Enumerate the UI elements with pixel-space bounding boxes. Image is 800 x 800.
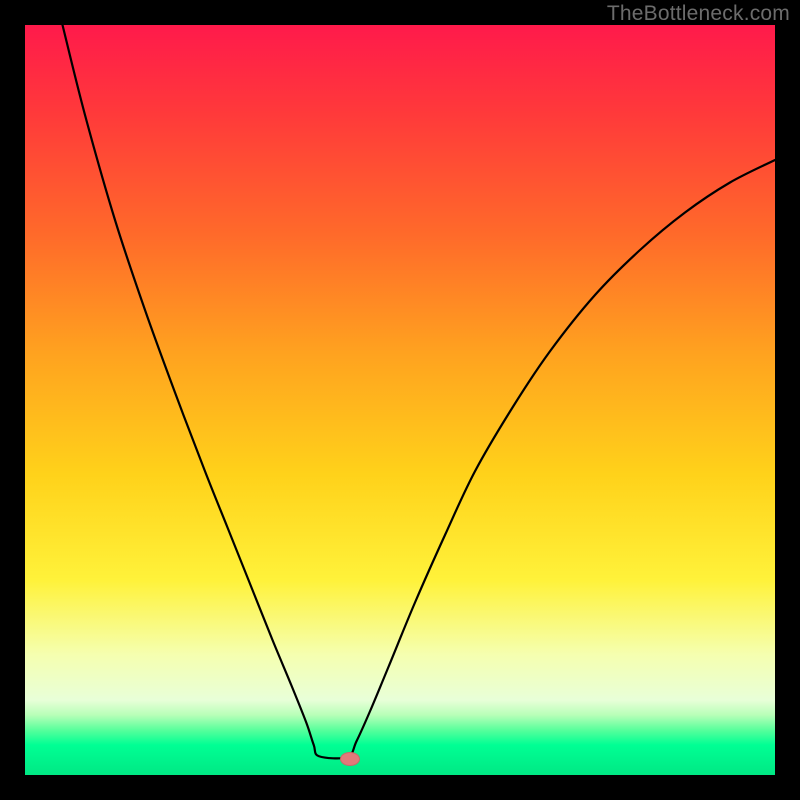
optimum-marker bbox=[340, 752, 360, 766]
bottleneck-curve bbox=[25, 25, 775, 775]
curve-path bbox=[63, 25, 776, 758]
outer-frame: TheBottleneck.com bbox=[0, 0, 800, 800]
plot-area bbox=[25, 25, 775, 775]
watermark-text: TheBottleneck.com bbox=[607, 2, 790, 26]
